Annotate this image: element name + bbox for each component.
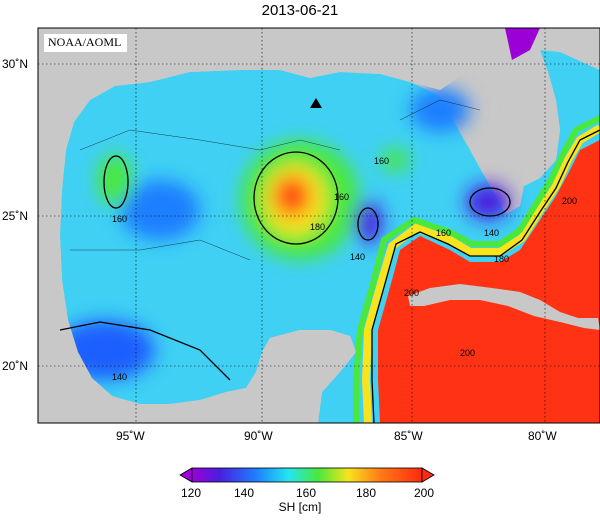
- colorbar-tick: 120: [181, 486, 201, 500]
- lat-label: 20˚N: [2, 359, 28, 373]
- colorbar-tick: 140: [234, 486, 254, 500]
- loop-current-edge2: [353, 115, 600, 423]
- loop-current-edge: [361, 124, 600, 423]
- colorbar-high-arrow: [421, 467, 435, 483]
- contour-label: 140: [350, 252, 365, 262]
- map-title: 2013-06-21: [261, 2, 339, 19]
- contour-label: 200: [404, 288, 419, 298]
- contour-label: 140: [484, 228, 499, 238]
- colorbar-bar: [191, 467, 423, 483]
- lat-label: 25˚N: [2, 209, 28, 223]
- loop-current: [378, 140, 600, 423]
- colorbar: 120 140 160 180 200: [179, 467, 435, 500]
- contour-labels: 160 160 180 160 140 160 140 180 200 200 …: [112, 156, 577, 382]
- colorbar-tick: 180: [356, 486, 376, 500]
- contour-label: 180: [494, 254, 509, 264]
- contour-label: 200: [562, 196, 577, 206]
- contour-label: 160: [334, 192, 349, 202]
- colorbar-low-arrow: [179, 467, 193, 483]
- lon-label: 90˚W: [244, 429, 273, 443]
- contour-label: 200: [460, 348, 475, 358]
- station-marker-triangle: [310, 98, 322, 108]
- contour-label: 140: [112, 372, 127, 382]
- colorbar-tick: 160: [296, 486, 316, 500]
- lon-label: 85˚W: [394, 429, 423, 443]
- graticule: [38, 28, 600, 423]
- contour-label: 160: [112, 214, 127, 224]
- map-frame: [37, 27, 600, 424]
- contour-label: 160: [436, 228, 451, 238]
- colorbar-tick: 200: [414, 486, 434, 500]
- credit-label: NOAA/AOML: [44, 34, 128, 52]
- lat-label: 30˚N: [2, 57, 28, 71]
- contour-label: 160: [374, 156, 389, 166]
- lon-label: 95˚W: [116, 429, 145, 443]
- contour-label: 180: [310, 222, 325, 232]
- units-label: SH [cm]: [278, 500, 322, 514]
- lon-label: 80˚W: [528, 429, 557, 443]
